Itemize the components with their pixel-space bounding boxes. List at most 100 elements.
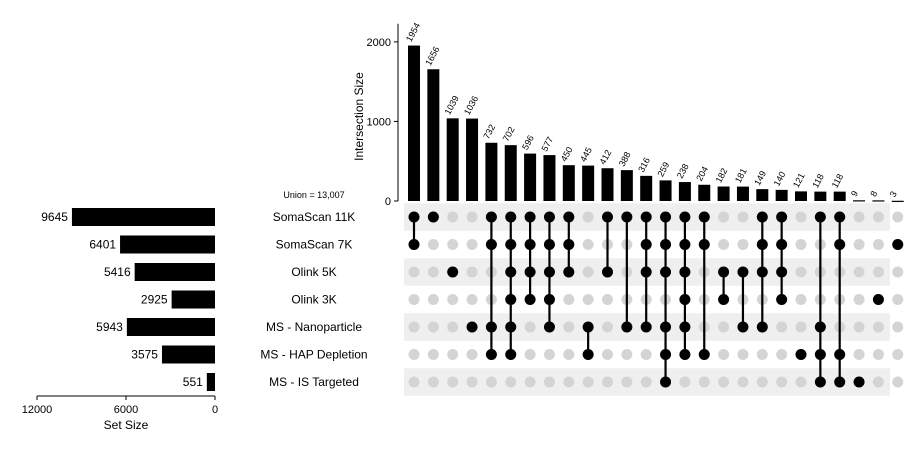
matrix-dot-filled <box>543 321 555 333</box>
matrix-dot-filled <box>814 376 826 388</box>
matrix-dot-filled <box>485 239 497 250</box>
intersection-bar <box>698 184 711 201</box>
matrix-dot-filled <box>698 239 710 250</box>
matrix-dot-empty <box>408 321 420 333</box>
intersection-bar-label: 316 <box>636 156 652 174</box>
set-size-value: 551 <box>183 375 203 389</box>
matrix-dot-filled <box>427 211 439 223</box>
union-label: Union = 13,007 <box>283 190 344 200</box>
matrix-dot-empty <box>795 211 807 223</box>
matrix-dot-empty <box>427 266 439 278</box>
matrix-dot-filled <box>563 211 575 223</box>
matrix-dot-empty <box>602 294 613 305</box>
matrix-dot-empty <box>892 349 904 360</box>
intersection-bar <box>717 186 730 201</box>
matrix-dot-empty <box>602 321 613 333</box>
intersection-bar <box>446 118 459 201</box>
matrix-dot-empty <box>853 239 865 250</box>
intersection-bar-label: 8 <box>868 189 879 198</box>
matrix-dot-filled <box>563 266 575 278</box>
y-tick-label: 0 <box>385 196 391 208</box>
matrix-dot-filled <box>776 211 788 223</box>
intersection-bar <box>408 45 420 201</box>
matrix-dot-empty <box>892 266 904 278</box>
set-name-label: MS - Nanoparticle <box>266 320 362 334</box>
set-size-bar <box>126 318 215 336</box>
intersection-bar-label: 238 <box>675 162 691 180</box>
matrix-dot-empty <box>447 321 459 333</box>
matrix-dot-empty <box>563 376 575 388</box>
intersection-bar <box>775 189 788 201</box>
intersection-bar <box>814 191 827 201</box>
matrix-dot-filled <box>466 321 478 333</box>
matrix-dot-empty <box>582 294 594 305</box>
matrix-dot-filled <box>776 294 788 305</box>
matrix-dot-empty <box>795 239 807 250</box>
matrix-dot-empty <box>408 349 420 360</box>
intersection-bar-label: 1039 <box>443 94 461 116</box>
matrix-dot-empty <box>563 349 575 360</box>
matrix-dot-empty <box>582 239 594 250</box>
intersection-bar <box>891 200 904 202</box>
intersection-bar <box>620 170 633 201</box>
matrix-dot-empty <box>872 349 884 360</box>
intersection-bar <box>795 191 807 201</box>
intersection-bar-label: 118 <box>810 172 826 189</box>
intersection-bar-label: 182 <box>714 166 730 184</box>
matrix-dot-filled <box>408 211 420 223</box>
matrix-dot-filled <box>505 266 517 278</box>
set-name-label: SomaScan 11K <box>273 210 356 224</box>
matrix-dot-filled <box>602 266 613 278</box>
matrix-dot-filled <box>621 211 633 223</box>
matrix-dot-filled <box>679 239 691 250</box>
matrix-dot-empty <box>524 376 536 388</box>
matrix-dot-empty <box>466 349 478 360</box>
x-tick-label: 6000 <box>114 404 138 416</box>
matrix-dot-empty <box>466 266 478 278</box>
x-tick-label: 12000 <box>22 404 53 416</box>
intersection-bar-label: 1036 <box>462 94 480 116</box>
matrix-dot-empty <box>679 376 691 388</box>
matrix-dot-empty <box>582 266 594 278</box>
matrix-dot-filled <box>524 294 536 305</box>
matrix-dot-filled <box>814 321 826 333</box>
matrix-dot-empty <box>466 294 478 305</box>
set-name-labels: SomaScan 11K SomaScan 7K Olink 5K Olink 3K M… <box>260 210 367 389</box>
matrix-dot-empty <box>466 211 478 223</box>
matrix-dot-filled <box>718 266 730 278</box>
matrix-dot-empty <box>892 321 904 333</box>
matrix-dot-empty <box>427 294 439 305</box>
set-name-label: MS - IS Targeted <box>269 375 359 389</box>
matrix-dot-empty <box>853 266 865 278</box>
intersection-bar <box>659 180 672 201</box>
matrix-dot-filled <box>524 211 536 223</box>
intersection-bar-label: 450 <box>559 145 575 163</box>
intersection-bar-label: 1954 <box>404 21 422 43</box>
intersection-bar <box>524 153 537 201</box>
matrix-dot-empty <box>447 294 459 305</box>
matrix-dot-empty <box>776 376 788 388</box>
matrix-dot-empty <box>408 376 420 388</box>
matrix-dot-filled <box>814 211 826 223</box>
matrix-dot-filled <box>698 349 710 360</box>
matrix-dot-empty <box>718 211 730 223</box>
matrix-dot-filled <box>834 349 846 360</box>
matrix-dot-filled <box>756 239 768 250</box>
intersection-bar-label: 412 <box>597 148 613 166</box>
matrix-dot-filled <box>737 266 749 278</box>
matrix-dot-empty <box>737 376 749 388</box>
intersection-bar <box>504 145 517 201</box>
matrix-dot-filled <box>563 239 575 250</box>
matrix-dot-filled <box>505 239 517 250</box>
matrix-dot-filled <box>660 321 672 333</box>
intersection-bar <box>833 191 846 201</box>
matrix-dot-empty <box>795 294 807 305</box>
matrix-dot-filled <box>756 321 768 333</box>
matrix-dot-filled <box>524 239 536 250</box>
matrix-dot-filled <box>485 349 497 360</box>
matrix-dot-empty <box>524 321 536 333</box>
matrix-dot-filled <box>679 349 691 360</box>
matrix-dot-filled <box>814 349 826 360</box>
set-name-label: Olink 3K <box>291 293 336 307</box>
